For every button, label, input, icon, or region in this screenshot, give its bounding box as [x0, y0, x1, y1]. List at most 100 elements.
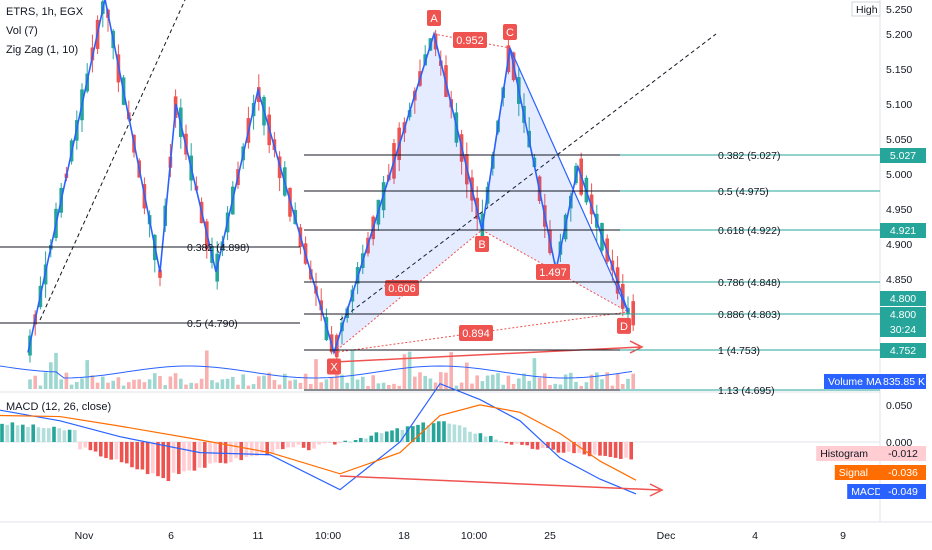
- macd-histogram-bar: [135, 442, 139, 470]
- macd-histogram-bar: [405, 426, 410, 442]
- volume-bar: [439, 372, 443, 389]
- macd-histogram-bar: [260, 442, 264, 454]
- pattern-point-badge: [427, 10, 441, 26]
- volume-bar: [376, 383, 381, 389]
- volume-bar: [251, 384, 256, 389]
- macd-histogram-bar: [489, 435, 493, 442]
- macd-tag-name-box: [847, 484, 880, 499]
- volume-bar: [366, 385, 370, 389]
- macd-histogram-bar: [353, 440, 358, 442]
- macd-tag-value-box: [880, 446, 926, 461]
- volume-bar: [288, 380, 292, 389]
- volume-bar: [517, 378, 521, 389]
- macd-histogram-bar: [572, 442, 576, 454]
- price-tag: [880, 343, 926, 358]
- price-axis-label: 4.900: [886, 239, 912, 251]
- volume-bar: [64, 372, 69, 389]
- volume-bar: [147, 379, 152, 389]
- volume-bar: [90, 375, 95, 389]
- pattern-point-label: X: [330, 362, 338, 374]
- macd-histogram-bar: [431, 423, 436, 442]
- macd-histogram-bar: [52, 426, 56, 442]
- pattern-ratio-badge: [385, 280, 419, 296]
- macd-histogram-bar: [587, 442, 592, 457]
- volume-legend[interactable]: Vol (7): [6, 25, 38, 37]
- volume-bar: [59, 379, 63, 389]
- fib-level-label: 0.886 (4.803): [718, 309, 780, 321]
- macd-histogram-bar: [78, 442, 82, 450]
- volume-bar: [355, 379, 360, 389]
- macd-histogram-bar: [603, 442, 607, 456]
- price-axis-label: 5.150: [886, 64, 912, 76]
- macd-histogram-bar: [421, 422, 425, 442]
- macd-histogram-bar: [296, 442, 301, 445]
- volume-bar: [95, 382, 100, 389]
- volume-bar: [569, 372, 573, 389]
- volume-bar: [361, 376, 365, 389]
- volume-bar: [459, 382, 464, 389]
- volume-bar: [465, 362, 469, 389]
- volume-bar: [605, 372, 609, 389]
- macd-histogram-bar: [613, 442, 618, 458]
- macd-histogram-bar: [99, 442, 103, 457]
- volume-bar: [397, 385, 401, 389]
- volume-bar: [184, 384, 188, 389]
- zigzag-legend[interactable]: Zig Zag (1, 10): [6, 44, 79, 56]
- macd-histogram-bar: [416, 424, 420, 442]
- high-value: 5.250: [886, 4, 912, 16]
- price-axis-label: 4.950: [886, 204, 912, 216]
- volume-bar: [610, 385, 615, 389]
- macd-histogram-bar: [333, 442, 337, 445]
- volume-bar: [387, 385, 391, 389]
- macd-histogram-bar: [31, 424, 35, 442]
- macd-tag-value-box: [880, 484, 926, 499]
- trendline-dashed: [39, 0, 186, 321]
- pattern-ratio-label: 0.606: [388, 283, 416, 295]
- volume-bar: [501, 384, 505, 389]
- volume-bar: [543, 373, 547, 389]
- volume-bar: [262, 375, 266, 389]
- price-tag-label: 4.752: [890, 345, 916, 357]
- macd-histogram-bar: [364, 438, 368, 442]
- time-axis-label: 10:00: [461, 530, 487, 542]
- macd-histogram-bar: [130, 442, 134, 468]
- volume-bar: [475, 375, 479, 389]
- price-tag: [880, 223, 926, 238]
- pattern-point-label: D: [620, 321, 628, 333]
- pattern-ratio-badge: [536, 264, 570, 280]
- macd-histogram-bar: [483, 436, 488, 442]
- macd-histogram-bar: [239, 442, 243, 461]
- pattern-point-badge: [475, 236, 489, 252]
- time-axis-label: 6: [168, 530, 174, 542]
- volume-bar: [314, 359, 318, 389]
- macd-pane: [0, 382, 880, 497]
- price-tag: [880, 148, 926, 163]
- macd-legend[interactable]: MACD (12, 26, close): [6, 401, 112, 413]
- volume-bar: [511, 383, 516, 389]
- macd-histogram-bar: [151, 442, 155, 474]
- macd-histogram-bar: [171, 442, 176, 473]
- volume-bar: [49, 362, 53, 389]
- volume-bar: [173, 373, 178, 389]
- volume-bar: [231, 376, 235, 389]
- axes: 5.200 5.150 5.100 5.050 5.000 4.950 4.900 4.850…: [75, 1, 926, 542]
- macd-histogram-bar: [348, 441, 353, 443]
- macd-histogram-bar: [192, 442, 197, 471]
- volume-bar: [85, 360, 89, 389]
- volume-bar: [340, 374, 344, 389]
- macd-histogram-bar: [166, 442, 171, 482]
- macd-line: [0, 382, 637, 495]
- macd-histogram-bar: [104, 442, 108, 459]
- volume-ma-label: Volume MA: [828, 376, 882, 388]
- volume-bar: [298, 382, 303, 389]
- pattern-point-badge: [617, 317, 631, 334]
- macd-histogram-bar: [62, 430, 67, 442]
- symbol-legend[interactable]: ETRS, 1h, EGX: [6, 6, 84, 18]
- macd-histogram-bar: [93, 442, 98, 452]
- macd-histogram-bar: [57, 428, 61, 442]
- volume-bar: [371, 375, 375, 389]
- price-tag: [880, 322, 926, 337]
- volume-bar: [350, 350, 355, 389]
- time-axis-label: Nov: [75, 530, 94, 542]
- volume-bar: [309, 384, 313, 389]
